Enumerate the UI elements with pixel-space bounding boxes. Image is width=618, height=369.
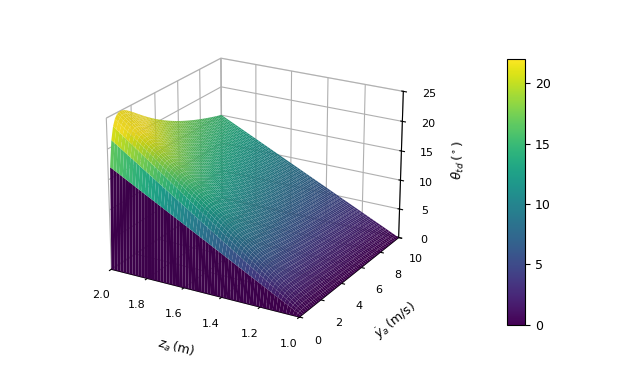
X-axis label: $z_a\,\mathrm{(m)}$: $z_a\,\mathrm{(m)}$ bbox=[156, 335, 196, 360]
Y-axis label: $\dot{y}_a\,\mathrm{(m/s)}$: $\dot{y}_a\,\mathrm{(m/s)}$ bbox=[371, 298, 420, 343]
